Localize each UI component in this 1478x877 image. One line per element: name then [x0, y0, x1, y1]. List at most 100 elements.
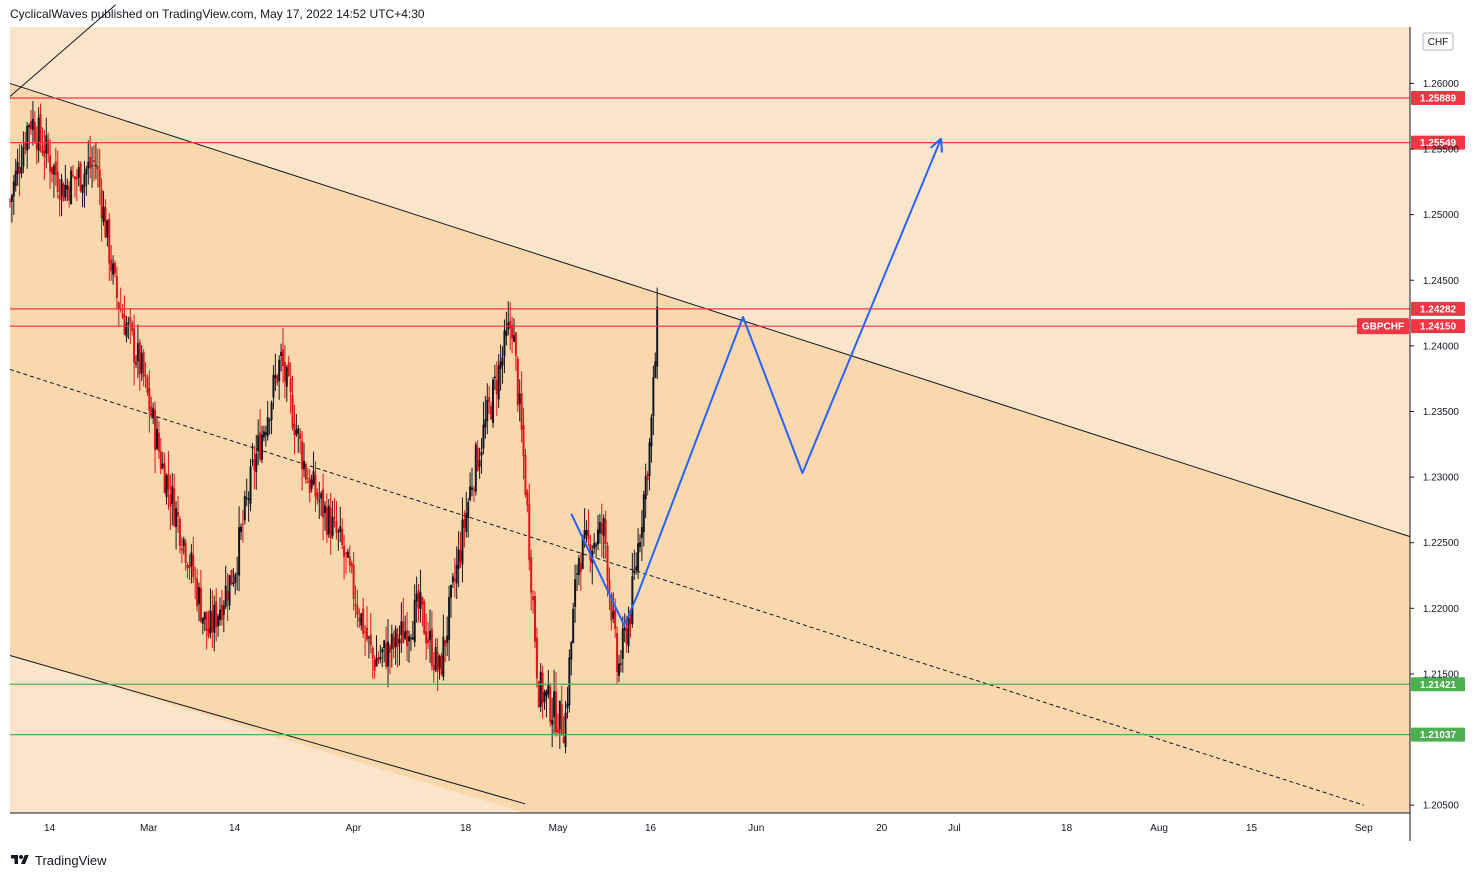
candle-body: [186, 564, 189, 569]
candle-body: [308, 477, 311, 493]
candle-body: [478, 460, 481, 467]
candle-body: [73, 176, 76, 180]
parallel-line: [9, 4, 116, 97]
candle-body: [537, 681, 540, 708]
candle: [532, 590, 535, 614]
candle-body: [236, 573, 239, 575]
candle-body: [196, 578, 199, 607]
candle: [230, 569, 233, 586]
candle: [251, 443, 254, 467]
candle: [276, 373, 279, 386]
candle-body: [165, 475, 168, 498]
candle: [388, 643, 391, 675]
candle-body: [438, 656, 441, 669]
x-tick-label: 16: [645, 823, 657, 834]
candle-body: [547, 683, 550, 695]
resistance-level-0-price-tag: [1411, 90, 1465, 105]
candle-body: [239, 526, 242, 533]
horizontal-levels[interactable]: 1.25889 1.25549 1.24282 1.24150 1.21421 1.210…: [10, 90, 1465, 742]
candle: [516, 355, 519, 412]
candle: [323, 501, 326, 531]
candle: [106, 219, 109, 247]
candle-body: [167, 473, 170, 490]
candle: [493, 364, 496, 391]
candle: [638, 534, 641, 553]
candle: [428, 609, 431, 663]
candle-body: [85, 168, 88, 175]
candle-body: [318, 500, 321, 502]
candle-body: [39, 114, 42, 143]
candle: [127, 316, 130, 340]
candle-body: [404, 631, 407, 639]
candle: [461, 497, 464, 583]
candle-body: [421, 597, 424, 605]
candle-body: [291, 394, 294, 428]
candle: [192, 536, 195, 583]
candle: [20, 144, 23, 179]
candle-body: [358, 617, 361, 622]
candle: [377, 651, 380, 665]
candle: [302, 442, 305, 478]
candle: [499, 344, 502, 391]
candle-body: [644, 476, 647, 500]
candle-body: [16, 161, 19, 175]
candle: [602, 514, 605, 559]
candle-body: [554, 691, 557, 733]
candle: [444, 639, 447, 663]
candle-body: [354, 603, 357, 607]
candle-body: [339, 526, 342, 533]
candle: [484, 395, 487, 439]
candle: [35, 126, 38, 165]
candle: [188, 554, 191, 580]
candle-body: [398, 638, 401, 644]
candle: [249, 458, 252, 512]
candle-body: [461, 519, 464, 565]
candle-body: [249, 466, 252, 504]
candle: [616, 626, 619, 685]
candle: [167, 450, 170, 511]
candle: [354, 585, 357, 618]
axes: CHF 1.26000 1.25500 1.25000 1.24500 1.24000 1.…: [10, 27, 1459, 841]
candle: [465, 491, 468, 538]
candle: [551, 697, 554, 748]
candle-body: [583, 530, 586, 539]
candle-body: [113, 262, 116, 274]
candle-body: [411, 637, 414, 640]
candle: [146, 374, 149, 397]
candle: [159, 437, 162, 475]
candle: [243, 490, 246, 525]
candle: [266, 400, 269, 441]
projection-path[interactable]: [570, 137, 943, 627]
candle-body: [434, 646, 437, 671]
candle: [656, 287, 659, 380]
candle: [390, 624, 393, 668]
candle-body: [68, 186, 71, 201]
candle: [297, 424, 300, 453]
candle-body: [33, 121, 36, 142]
candle-body: [217, 615, 220, 627]
candle-body: [648, 442, 651, 477]
candle-body: [480, 451, 483, 456]
candle: [606, 541, 609, 597]
candle: [343, 534, 346, 580]
candle-body: [459, 550, 462, 562]
candle: [572, 602, 575, 644]
candle: [138, 339, 141, 391]
currency-label: CHF: [1428, 37, 1449, 48]
candle-body: [18, 166, 21, 174]
candle-body: [396, 633, 399, 647]
candle-body: [268, 420, 271, 422]
candle: [432, 652, 435, 683]
x-tick-label: Jun: [748, 823, 764, 834]
candle: [161, 451, 164, 470]
candle-body: [469, 486, 472, 500]
candle-body: [640, 527, 643, 538]
candle: [415, 576, 418, 623]
candle-body: [312, 471, 315, 485]
candle-body: [163, 463, 166, 494]
x-tick-label: Jul: [948, 823, 961, 834]
candle: [299, 428, 302, 454]
candle-body: [266, 417, 269, 437]
candle-body: [635, 566, 638, 571]
